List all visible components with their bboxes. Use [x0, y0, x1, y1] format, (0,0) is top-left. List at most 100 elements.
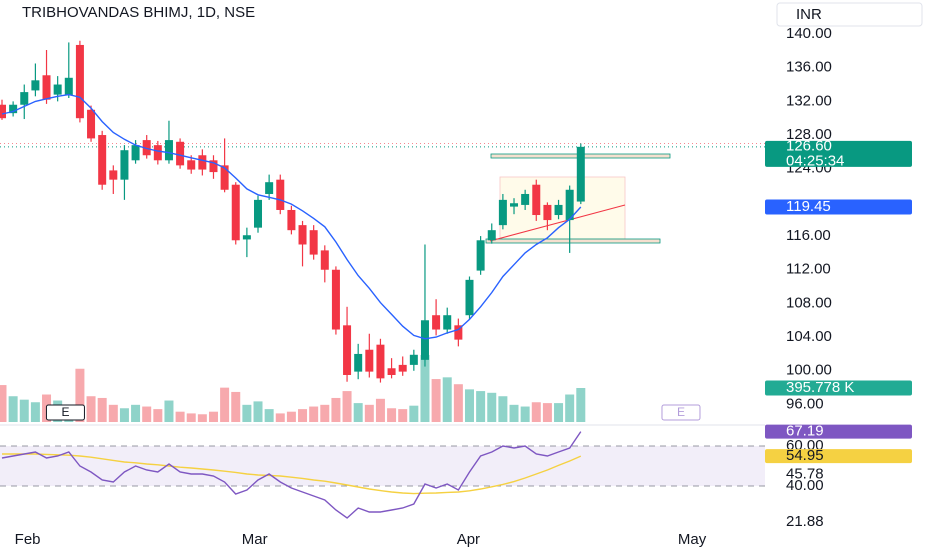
volume-value: 395.778 K	[786, 379, 854, 396]
y-tick-label: 96.00	[786, 395, 824, 412]
candle-body	[365, 349, 374, 372]
volume-bar	[75, 368, 85, 422]
volume-bar	[19, 399, 29, 422]
candle-body	[187, 160, 196, 170]
candle-body	[398, 364, 407, 372]
candle-body	[409, 354, 418, 365]
volume-bar	[309, 406, 319, 422]
last-price: 04:25:34	[786, 152, 844, 169]
volume-bar	[30, 402, 40, 422]
currency: INR	[796, 6, 822, 23]
candle-body	[443, 315, 452, 330]
candle-body	[164, 140, 173, 161]
candle-body	[343, 325, 352, 375]
rsi-line	[1, 431, 582, 519]
candle-body	[387, 368, 396, 375]
candle-body	[420, 320, 429, 360]
volume-bar	[420, 355, 430, 422]
event-label: E	[677, 405, 685, 419]
volume-bar	[442, 377, 452, 422]
volume-bar	[375, 398, 385, 422]
candle-body	[87, 109, 96, 139]
y-tick-label: 116.00	[786, 227, 831, 244]
candle-body	[510, 203, 519, 207]
candle-body	[75, 44, 84, 119]
y-tick-label: 112.00	[786, 261, 831, 278]
candle-body	[376, 344, 385, 379]
rsi-tick-label: 40.00	[786, 477, 824, 494]
volume-bar	[509, 404, 519, 422]
volume-bar	[86, 396, 96, 422]
volume-bar	[409, 405, 419, 422]
volume-bar	[398, 409, 408, 422]
volume-bar	[108, 404, 118, 422]
volume-bar	[0, 385, 7, 422]
last-price: 126.60	[786, 137, 832, 154]
y-tick-label: 136.00	[786, 59, 832, 76]
rsi-tick-label: 45.78	[786, 465, 824, 482]
candle-body	[265, 182, 274, 194]
volume-bar	[476, 391, 486, 422]
volume-bar	[487, 392, 497, 422]
volume-bar	[531, 402, 541, 422]
volume-bar	[464, 389, 474, 422]
candle-body	[31, 80, 40, 91]
last-price-box	[765, 140, 912, 167]
chart-title: TRIBHOVANDAS BHIMJ, 1D, NSE	[22, 4, 255, 21]
candle-body	[309, 230, 318, 255]
candle-body	[142, 140, 151, 156]
ma-value: 119.45	[786, 198, 831, 215]
volume-value-box	[765, 380, 912, 396]
volume-bar	[331, 397, 341, 422]
y-tick-label: 104.00	[786, 328, 832, 345]
volume-bar	[220, 387, 230, 422]
volume-bar	[298, 409, 308, 422]
candle-body	[487, 230, 496, 241]
currency-box	[776, 2, 923, 27]
volume-bar	[153, 409, 163, 422]
volume-bar	[286, 411, 296, 422]
volume-bar	[231, 391, 241, 422]
y-tick-label: 132.00	[786, 92, 832, 109]
rsi-band	[0, 446, 765, 486]
candle-body	[220, 165, 229, 190]
y-tick-label: 100.00	[786, 362, 832, 379]
candle-body	[298, 225, 307, 245]
trend-line	[489, 204, 626, 242]
x-tick-label: Apr	[457, 531, 480, 548]
volume-bar	[208, 411, 218, 422]
rsi-ma	[2, 453, 582, 495]
candle-body	[231, 184, 240, 241]
rsi-value: 67.19	[786, 423, 824, 440]
volume-bar	[119, 408, 129, 422]
candle-body	[53, 84, 62, 95]
volume-bar	[542, 403, 552, 422]
event-label: E	[61, 405, 69, 419]
volume-bar	[97, 397, 107, 422]
y-tick-label: 108.00	[786, 294, 832, 311]
volume-bar	[320, 404, 330, 422]
candle-body	[476, 240, 485, 271]
candle-body	[543, 204, 552, 221]
volume-bar	[498, 396, 508, 422]
candle-body	[498, 199, 507, 226]
moving-average	[1, 93, 582, 340]
volume-bar	[364, 404, 374, 422]
volume-bar	[342, 391, 352, 422]
x-tick-label: Mar	[242, 531, 268, 548]
zone-rect	[485, 238, 661, 244]
volume-bar	[186, 413, 196, 422]
x-tick-label: May	[678, 531, 707, 548]
candle-body	[287, 209, 296, 231]
ma-value-box	[765, 199, 912, 215]
volume-bar	[275, 413, 285, 422]
candle-body	[276, 179, 285, 210]
volume-bar	[197, 414, 207, 422]
volume-bar	[8, 396, 18, 422]
candle-body	[120, 150, 129, 180]
volume-bar	[242, 404, 252, 422]
candle-body	[198, 155, 207, 170]
y-tick-label: 128.00	[786, 126, 832, 143]
candle-body	[0, 104, 6, 119]
